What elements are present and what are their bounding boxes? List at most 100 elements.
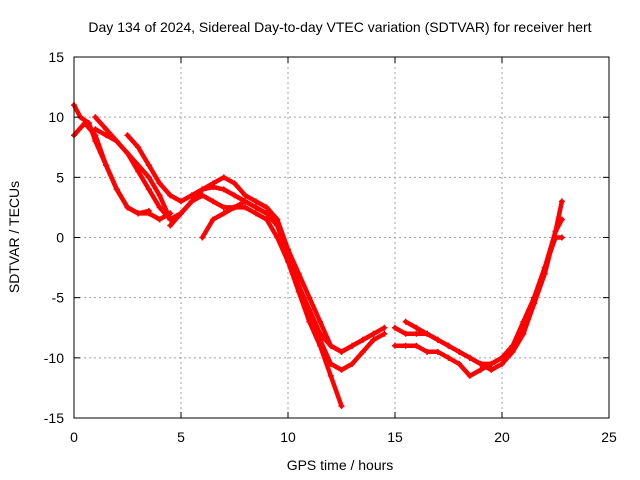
data-point: [92, 126, 99, 133]
data-point: [477, 366, 484, 373]
x-axis-label: GPS time / hours: [287, 457, 394, 473]
data-point: [92, 114, 99, 121]
data-point: [359, 336, 366, 343]
series-track-2: [71, 102, 152, 217]
grid: [74, 57, 609, 418]
data-point: [103, 132, 110, 139]
data-point: [135, 144, 142, 151]
data-point: [199, 186, 206, 193]
data-point: [413, 330, 420, 337]
y-tick-label: -10: [44, 350, 64, 366]
data-point: [499, 354, 505, 361]
data-point: [263, 216, 270, 223]
data-point: [392, 324, 398, 331]
x-tick-label: 25: [601, 429, 617, 445]
x-tick-label: 5: [177, 429, 185, 445]
data-point: [210, 183, 217, 190]
data-point: [188, 192, 195, 199]
data-point: [113, 186, 120, 193]
data-point: [156, 216, 163, 223]
data-point: [285, 258, 291, 265]
data-point: [488, 366, 495, 373]
data-point: [349, 342, 356, 349]
data-point: [167, 222, 174, 229]
data-point: [424, 330, 431, 337]
series-line: [392, 235, 565, 379]
data-point: [338, 348, 345, 355]
data-point: [231, 192, 238, 199]
data-point: [434, 348, 441, 355]
data-point: [445, 354, 452, 361]
data-point: [466, 354, 473, 361]
series-line: [125, 132, 387, 373]
data-point: [445, 342, 452, 349]
data-point: [349, 360, 356, 367]
data-point: [552, 228, 559, 235]
data-point: [231, 180, 238, 187]
y-tick-label: 5: [56, 169, 64, 185]
data-point: [359, 348, 366, 355]
data-point: [306, 294, 313, 301]
data-point: [295, 270, 302, 277]
x-tick-label: 20: [494, 429, 510, 445]
y-tick-label: 0: [56, 230, 64, 246]
data-point: [370, 330, 377, 337]
data-point: [242, 198, 249, 205]
data-point: [85, 120, 92, 127]
data-point: [381, 324, 388, 331]
data-point: [145, 174, 152, 181]
data-point: [263, 210, 270, 217]
y-tick-label: -15: [44, 410, 64, 426]
y-axis-label: SDTVAR / TECUs: [6, 181, 22, 293]
x-tick-label: 15: [387, 429, 403, 445]
data-point: [242, 204, 249, 211]
axis-ticks: 0 5 10 15 20 25 -15 -10 -5 0 5 10 15: [44, 49, 617, 445]
data-point: [210, 216, 217, 223]
data-point: [541, 270, 548, 277]
data-point: [178, 198, 184, 205]
data-point: [285, 246, 291, 253]
data-point: [220, 204, 227, 211]
data-point: [466, 372, 473, 379]
data-point: [317, 342, 324, 349]
y-tick-label: -5: [52, 290, 65, 306]
data-point: [274, 234, 281, 241]
data-point: [242, 192, 249, 199]
series-track-10: [402, 198, 565, 373]
data-point: [199, 192, 206, 199]
series-track-7: [199, 198, 377, 355]
data-point: [145, 186, 152, 193]
data-point: [434, 336, 441, 343]
data-point: [509, 348, 516, 355]
data-point: [558, 198, 565, 205]
data-point: [456, 360, 463, 367]
data-point: [413, 324, 420, 331]
data-point: [103, 162, 110, 169]
data-point: [220, 210, 227, 217]
data-point: [252, 204, 259, 211]
data-point: [156, 192, 163, 199]
data-point: [413, 342, 420, 349]
series-track-5: [124, 132, 388, 373]
data-point: [477, 360, 484, 367]
data-point: [402, 342, 409, 349]
data-point: [113, 138, 120, 145]
data-point: [252, 198, 259, 205]
data-point: [210, 198, 217, 205]
data-point: [135, 168, 142, 175]
data-point: [145, 162, 152, 169]
data-point: [338, 402, 345, 409]
data-point: [220, 174, 227, 181]
data-point: [456, 348, 463, 355]
data-point: [145, 208, 152, 215]
chart-title: Day 134 of 2024, Sidereal Day-to-day VTE…: [88, 19, 591, 35]
data-point: [402, 318, 409, 325]
data-point: [135, 210, 142, 217]
data-point: [124, 132, 131, 139]
data-point: [520, 330, 527, 337]
series-track-9: [392, 234, 565, 379]
series-track-6: [167, 192, 345, 409]
series-track-3: [92, 114, 388, 355]
data-point: [499, 360, 505, 367]
data-point: [392, 342, 398, 349]
